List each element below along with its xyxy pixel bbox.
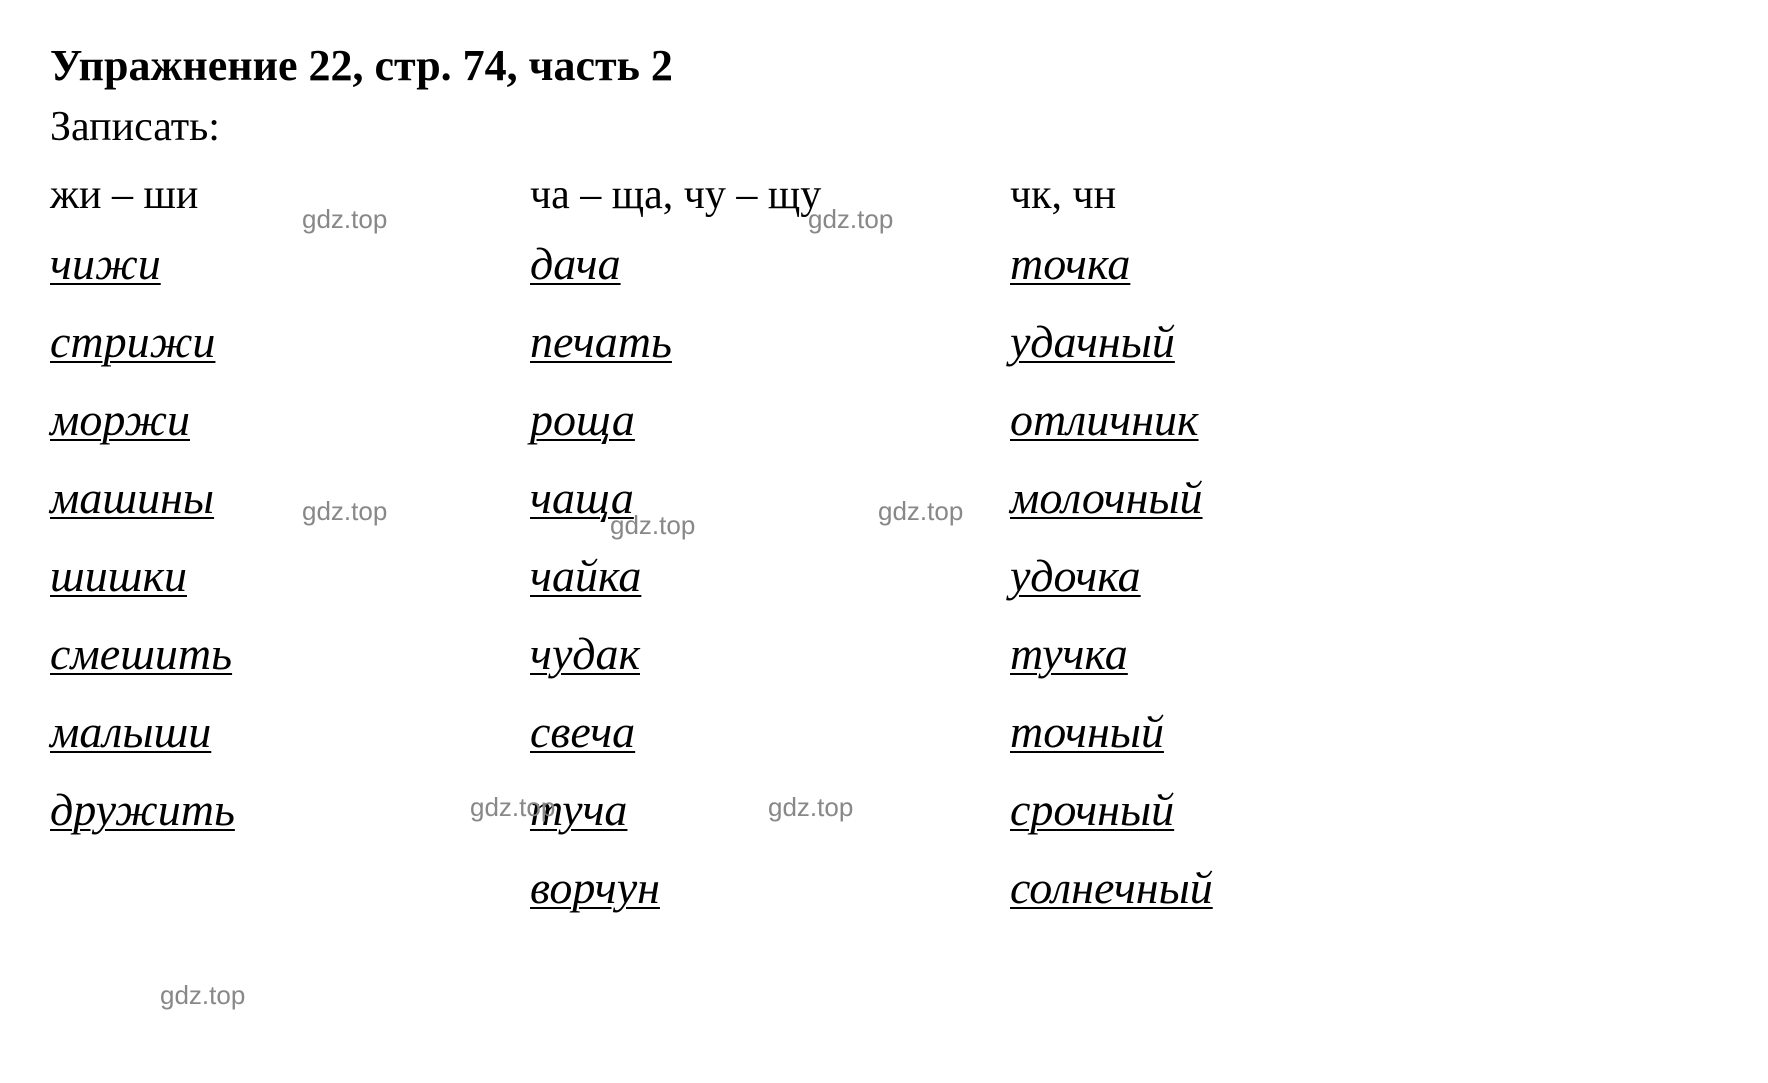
word-item: срочный: [1010, 787, 1480, 833]
exercise-title: Упражнение 22, стр. 74, часть 2: [50, 40, 1718, 91]
word-item: ворчун: [530, 865, 1010, 911]
word-item: точный: [1010, 709, 1480, 755]
column-header-3: чк, чн: [1010, 171, 1480, 219]
column-3: чк, чн точка удачный отличник молочный у…: [1010, 171, 1480, 943]
watermark: gdz.top: [610, 510, 695, 541]
word-item: печать: [530, 319, 1010, 365]
word-item: стрижи: [50, 319, 530, 365]
word-columns: жи – ши чижи стрижи моржи машины шишки с…: [50, 171, 1718, 943]
word-item: моржи: [50, 397, 530, 443]
word-item: дача: [530, 241, 1010, 287]
watermark: gdz.top: [878, 496, 963, 527]
word-item: отличник: [1010, 397, 1480, 443]
word-item: солнечный: [1010, 865, 1480, 911]
word-item: дружить: [50, 787, 530, 833]
word-item: удочка: [1010, 553, 1480, 599]
watermark: gdz.top: [768, 792, 853, 823]
exercise-subtitle: Записать:: [50, 103, 1718, 151]
word-item: чайка: [530, 553, 1010, 599]
word-item: машины: [50, 475, 530, 521]
word-item: точка: [1010, 241, 1480, 287]
watermark: gdz.top: [302, 204, 387, 235]
word-item: малыши: [50, 709, 530, 755]
word-item: смешить: [50, 631, 530, 677]
column-1: жи – ши чижи стрижи моржи машины шишки с…: [50, 171, 530, 943]
word-item: чудак: [530, 631, 1010, 677]
watermark: gdz.top: [808, 204, 893, 235]
watermark: gdz.top: [470, 792, 555, 823]
word-item: шишки: [50, 553, 530, 599]
word-item: свеча: [530, 709, 1010, 755]
word-item: роща: [530, 397, 1010, 443]
watermark: gdz.top: [160, 980, 245, 1011]
document-container: Упражнение 22, стр. 74, часть 2 Записать…: [50, 40, 1718, 943]
column-2: ча – ща, чу – щу дача печать роща чаща ч…: [530, 171, 1010, 943]
word-item: чижи: [50, 241, 530, 287]
word-item: удачный: [1010, 319, 1480, 365]
column-header-2: ча – ща, чу – щу: [530, 171, 1010, 219]
column-header-1: жи – ши: [50, 171, 530, 219]
word-item: тучка: [1010, 631, 1480, 677]
word-item: молочный: [1010, 475, 1480, 521]
watermark: gdz.top: [302, 496, 387, 527]
